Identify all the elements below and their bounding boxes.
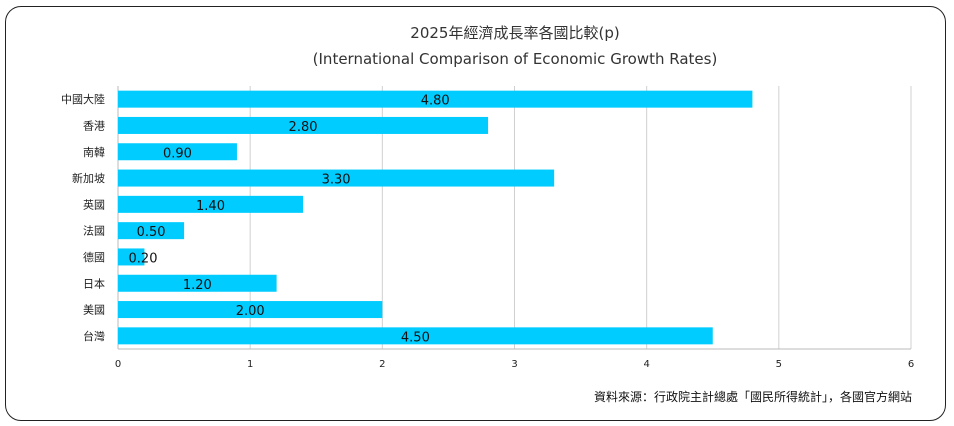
category-label: 新加坡	[72, 171, 105, 185]
x-tick-label: 0	[115, 359, 121, 370]
x-tick-label: 3	[511, 359, 517, 370]
bar	[118, 143, 237, 161]
data-label: 2.00	[236, 304, 265, 319]
x-tick-label: 1	[247, 359, 253, 370]
bar	[118, 327, 713, 345]
source-note: 資料來源：行政院主計總處「國民所得統計」，各國官方網站	[593, 390, 912, 404]
bar	[118, 195, 304, 213]
bar	[118, 274, 277, 292]
chart-title: 2025年經濟成長率各國比較(p)	[410, 24, 620, 42]
bar	[118, 90, 753, 108]
x-tick-label: 2	[379, 359, 385, 370]
bar	[118, 301, 383, 319]
chart-subtitle: (International Comparison of Economic Gr…	[312, 50, 718, 68]
bar	[118, 116, 489, 134]
data-label: 0.90	[163, 146, 192, 161]
category-label: 美國	[83, 304, 105, 317]
category-label: 英國	[83, 197, 105, 211]
data-label: 0.20	[129, 251, 158, 266]
bar	[118, 222, 185, 240]
bar	[118, 169, 555, 187]
data-label: 0.50	[137, 225, 166, 240]
x-tick-label: 4	[643, 359, 649, 370]
data-label: 3.30	[322, 173, 351, 188]
category-label: 香港	[83, 119, 105, 132]
data-label: 1.40	[196, 199, 225, 214]
category-label: 台灣	[83, 329, 105, 343]
data-label: 1.20	[183, 278, 212, 293]
data-label: 2.80	[289, 120, 318, 135]
x-tick-label: 5	[776, 359, 782, 370]
category-label: 法國	[83, 224, 105, 238]
bar	[118, 248, 145, 266]
category-label: 南韓	[83, 146, 105, 159]
category-label: 中國大陸	[61, 92, 105, 106]
category-label: 日本	[83, 276, 105, 290]
chart-frame	[5, 6, 946, 421]
x-tick-label: 6	[908, 359, 914, 370]
data-label: 4.50	[401, 330, 430, 345]
data-label: 4.80	[421, 94, 450, 109]
category-label: 德國	[83, 250, 105, 264]
